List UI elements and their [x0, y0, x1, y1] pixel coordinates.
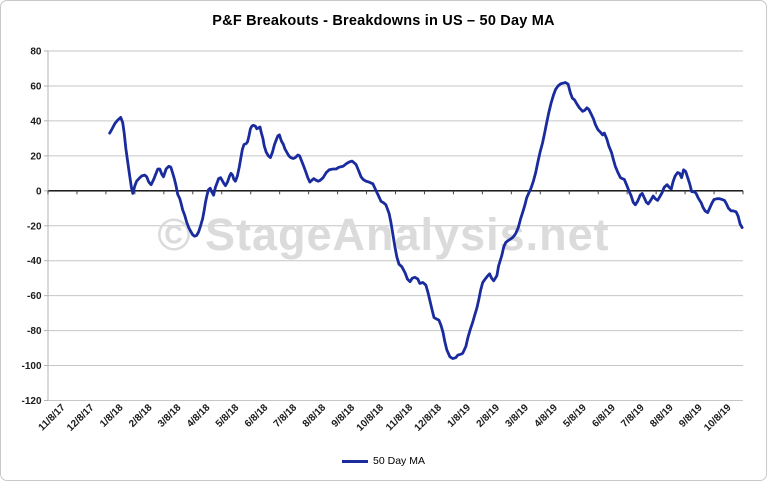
- y-axis-label: -100: [21, 361, 41, 372]
- watermark: © StageAnalysis.net: [157, 209, 610, 260]
- x-axis-label: 7/8/18: [272, 402, 300, 430]
- x-axis-label: 6/8/18: [243, 402, 271, 430]
- y-axis-label: 40: [30, 116, 42, 127]
- x-axis-label: 9/8/18: [330, 402, 358, 430]
- y-axis-label: 20: [30, 151, 42, 162]
- x-axis-label: 8/8/19: [648, 402, 676, 430]
- x-axis-label: 11/8/18: [384, 402, 415, 433]
- x-axis-label: 2/8/18: [127, 402, 155, 430]
- x-axis-label: 5/8/18: [214, 402, 242, 430]
- x-axis-label: 12/8/17: [65, 402, 97, 434]
- x-axis-label: 4/8/19: [532, 402, 560, 430]
- x-axis-label: 11/8/17: [37, 402, 68, 433]
- y-axis-label: 60: [30, 81, 42, 92]
- x-axis-label: 10/8/19: [702, 402, 734, 434]
- x-axis-label: 5/8/19: [561, 402, 589, 430]
- legend: 50 Day MA: [1, 455, 766, 467]
- x-axis-label: 9/8/19: [677, 402, 705, 430]
- x-axis-label: 4/8/18: [185, 402, 213, 430]
- x-axis-label: 3/8/19: [503, 402, 531, 430]
- x-axis-label: 10/8/18: [355, 402, 387, 434]
- legend-line-sample: [342, 459, 369, 463]
- y-axis-label: 80: [30, 47, 42, 58]
- legend-label: 50 Day MA: [373, 455, 425, 467]
- x-axis-label: 1/8/19: [446, 402, 474, 430]
- x-axis-label: 1/8/18: [98, 402, 126, 430]
- x-axis-label: 2/8/19: [475, 402, 503, 430]
- x-axis-label: 12/8/18: [413, 402, 445, 434]
- y-axis-label: -120: [21, 396, 41, 407]
- x-axis-label: 6/8/19: [590, 402, 618, 430]
- y-axis-label: -60: [27, 291, 42, 302]
- chart-title: P&F Breakouts - Breakdowns in US – 50 Da…: [212, 13, 555, 29]
- x-axis-label: 7/8/19: [619, 402, 647, 430]
- y-axis-label: 0: [36, 186, 42, 197]
- x-axis-label: 3/8/18: [156, 402, 184, 430]
- y-axis-label: -80: [27, 326, 42, 337]
- x-axis-label: 8/8/18: [301, 402, 329, 430]
